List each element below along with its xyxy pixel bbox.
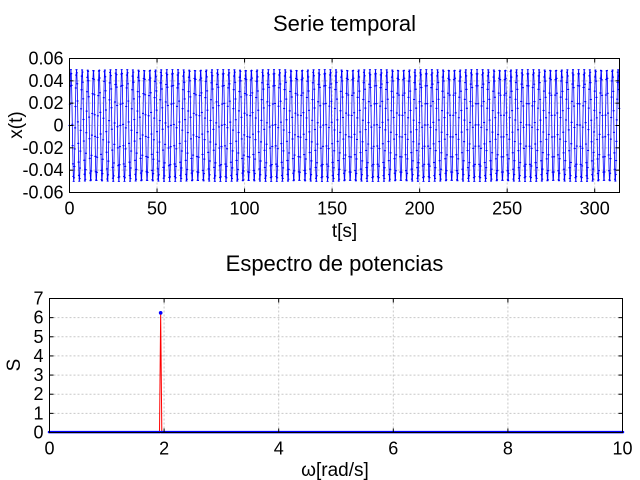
- y-tick-label: 6: [33, 308, 43, 328]
- spectrum-path: [49, 312, 623, 433]
- spectrum-peak-marker: [158, 311, 163, 315]
- x-tick-label: 4: [274, 439, 284, 459]
- power-spectrum-grid: [49, 298, 623, 433]
- x-tick-label: 8: [503, 439, 513, 459]
- y-tick-label: 7: [33, 289, 43, 309]
- time-series-title: Serie temporal: [273, 11, 416, 36]
- y-tick-label: 1: [33, 403, 43, 423]
- y-tick-label: -0.04: [22, 160, 63, 180]
- time-series-line: [68, 68, 621, 182]
- power-spectrum-xlabel: ω[rad/s]: [301, 460, 369, 480]
- power-spectrum-axes-frame: [49, 298, 623, 433]
- x-tick-label: 10: [612, 439, 632, 459]
- y-tick-label: 3: [33, 365, 43, 385]
- y-tick-label: 5: [33, 327, 43, 347]
- y-tick-label: 0: [33, 423, 43, 443]
- x-tick-label: 250: [492, 199, 522, 219]
- x-tick-label: 100: [230, 199, 260, 219]
- power-spectrum-title: Espectro de potencias: [226, 251, 444, 276]
- x-tick-label: 200: [405, 199, 435, 219]
- power-spectrum-line: [47, 311, 625, 434]
- y-tick-label: 4: [33, 346, 43, 366]
- y-tick-label: 0.02: [28, 93, 63, 113]
- x-tick-label: 50: [147, 199, 167, 219]
- y-tick-label: 2: [33, 384, 43, 404]
- x-tick-label: 0: [64, 199, 74, 219]
- y-tick-label: 0: [53, 116, 63, 136]
- time-series-plot: Serie temporal 0 50 100 150 200 250 300 -0.06 -0…: [6, 11, 621, 242]
- spectrum-markers: [47, 311, 625, 434]
- y-tick-label: -0.02: [22, 138, 63, 158]
- x-tick-label: 300: [580, 199, 610, 219]
- x-tick-label: 150: [317, 199, 347, 219]
- x-tick-label: 0: [44, 439, 54, 459]
- power-spectrum-ylabel: S: [4, 359, 25, 372]
- time-series-xlabel: t[s]: [332, 221, 357, 242]
- x-tick-label: 6: [388, 439, 398, 459]
- y-tick-label: 0.06: [28, 49, 63, 69]
- time-series-ticks: 0 50 100 150 200 250 300-0.06-0.04-0.0200.020.…: [22, 49, 620, 219]
- x-tick-label: 2: [159, 439, 169, 459]
- time-series-ylabel: x(t): [6, 111, 27, 138]
- y-tick-label: -0.06: [22, 183, 63, 203]
- y-tick-label: 0.04: [28, 71, 63, 91]
- time-series-path: [69, 68, 620, 182]
